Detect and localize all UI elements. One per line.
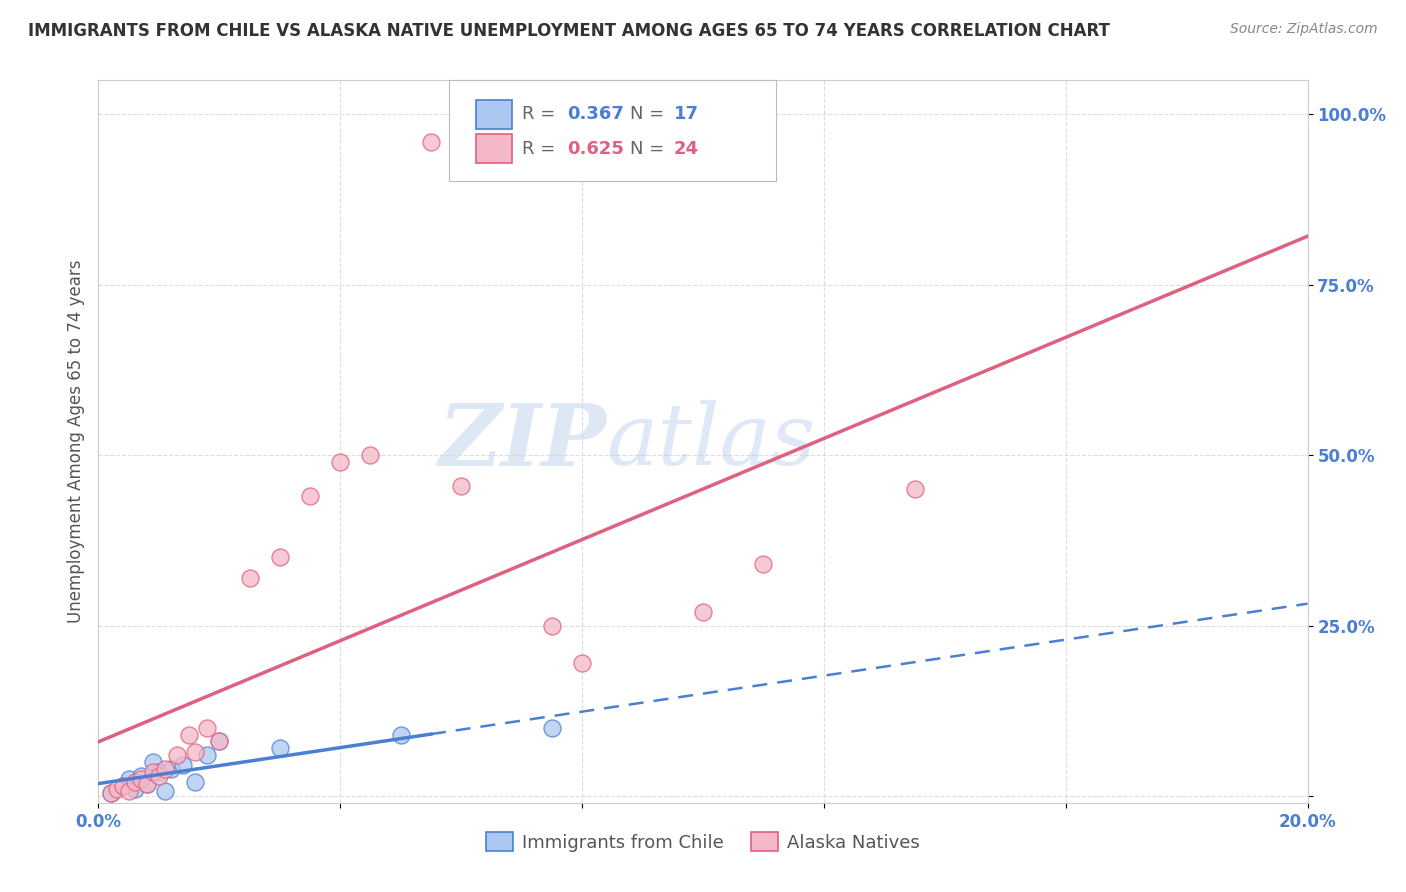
Text: 0.625: 0.625 [568,140,624,158]
Point [184,745,207,759]
Point [129,772,152,786]
Point [239,571,262,585]
Point [111,779,134,793]
Text: atlas: atlas [606,401,815,483]
Point [904,482,927,496]
Point [148,765,170,780]
Point [124,782,146,797]
FancyBboxPatch shape [475,135,512,163]
Point [124,775,146,789]
Text: N =: N = [630,140,671,158]
Point [360,448,382,462]
Point [179,728,201,742]
Point [153,783,176,797]
Point [118,772,141,786]
Text: R =: R = [522,105,561,123]
Point [195,748,218,763]
Text: ZIP: ZIP [439,400,606,483]
Text: 24: 24 [673,140,699,158]
Point [135,777,157,791]
Point [105,782,128,797]
Point [692,605,714,619]
Legend: Immigrants from Chile, Alaska Natives: Immigrants from Chile, Alaska Natives [479,825,927,859]
Text: IMMIGRANTS FROM CHILE VS ALASKA NATIVE UNEMPLOYMENT AMONG AGES 65 TO 74 YEARS CO: IMMIGRANTS FROM CHILE VS ALASKA NATIVE U… [28,22,1109,40]
Point [195,721,218,735]
Point [269,741,291,756]
Point [142,765,165,780]
Point [208,734,231,748]
Text: R =: R = [522,140,561,158]
Point [172,758,194,772]
Point [100,786,122,800]
Text: N =: N = [630,105,671,123]
Point [540,721,562,735]
Point [100,786,122,800]
Text: Source: ZipAtlas.com: Source: ZipAtlas.com [1230,22,1378,37]
Point [540,618,562,632]
Point [166,748,188,763]
Point [135,777,157,791]
Point [329,455,352,469]
FancyBboxPatch shape [449,80,776,181]
Point [118,783,141,797]
Point [111,779,134,793]
Point [269,550,291,565]
Point [420,135,443,149]
Point [299,489,322,503]
Point [148,768,170,782]
Point [160,762,183,776]
Point [208,734,231,748]
Text: 17: 17 [673,105,699,123]
Text: 0.367: 0.367 [568,105,624,123]
Y-axis label: Unemployment Among Ages 65 to 74 years: Unemployment Among Ages 65 to 74 years [66,260,84,624]
Point [142,755,165,769]
Point [450,479,472,493]
FancyBboxPatch shape [475,100,512,128]
Point [153,762,176,776]
Point [184,775,207,789]
Point [389,728,412,742]
Point [129,768,152,782]
Point [752,558,775,572]
Point [571,656,593,670]
